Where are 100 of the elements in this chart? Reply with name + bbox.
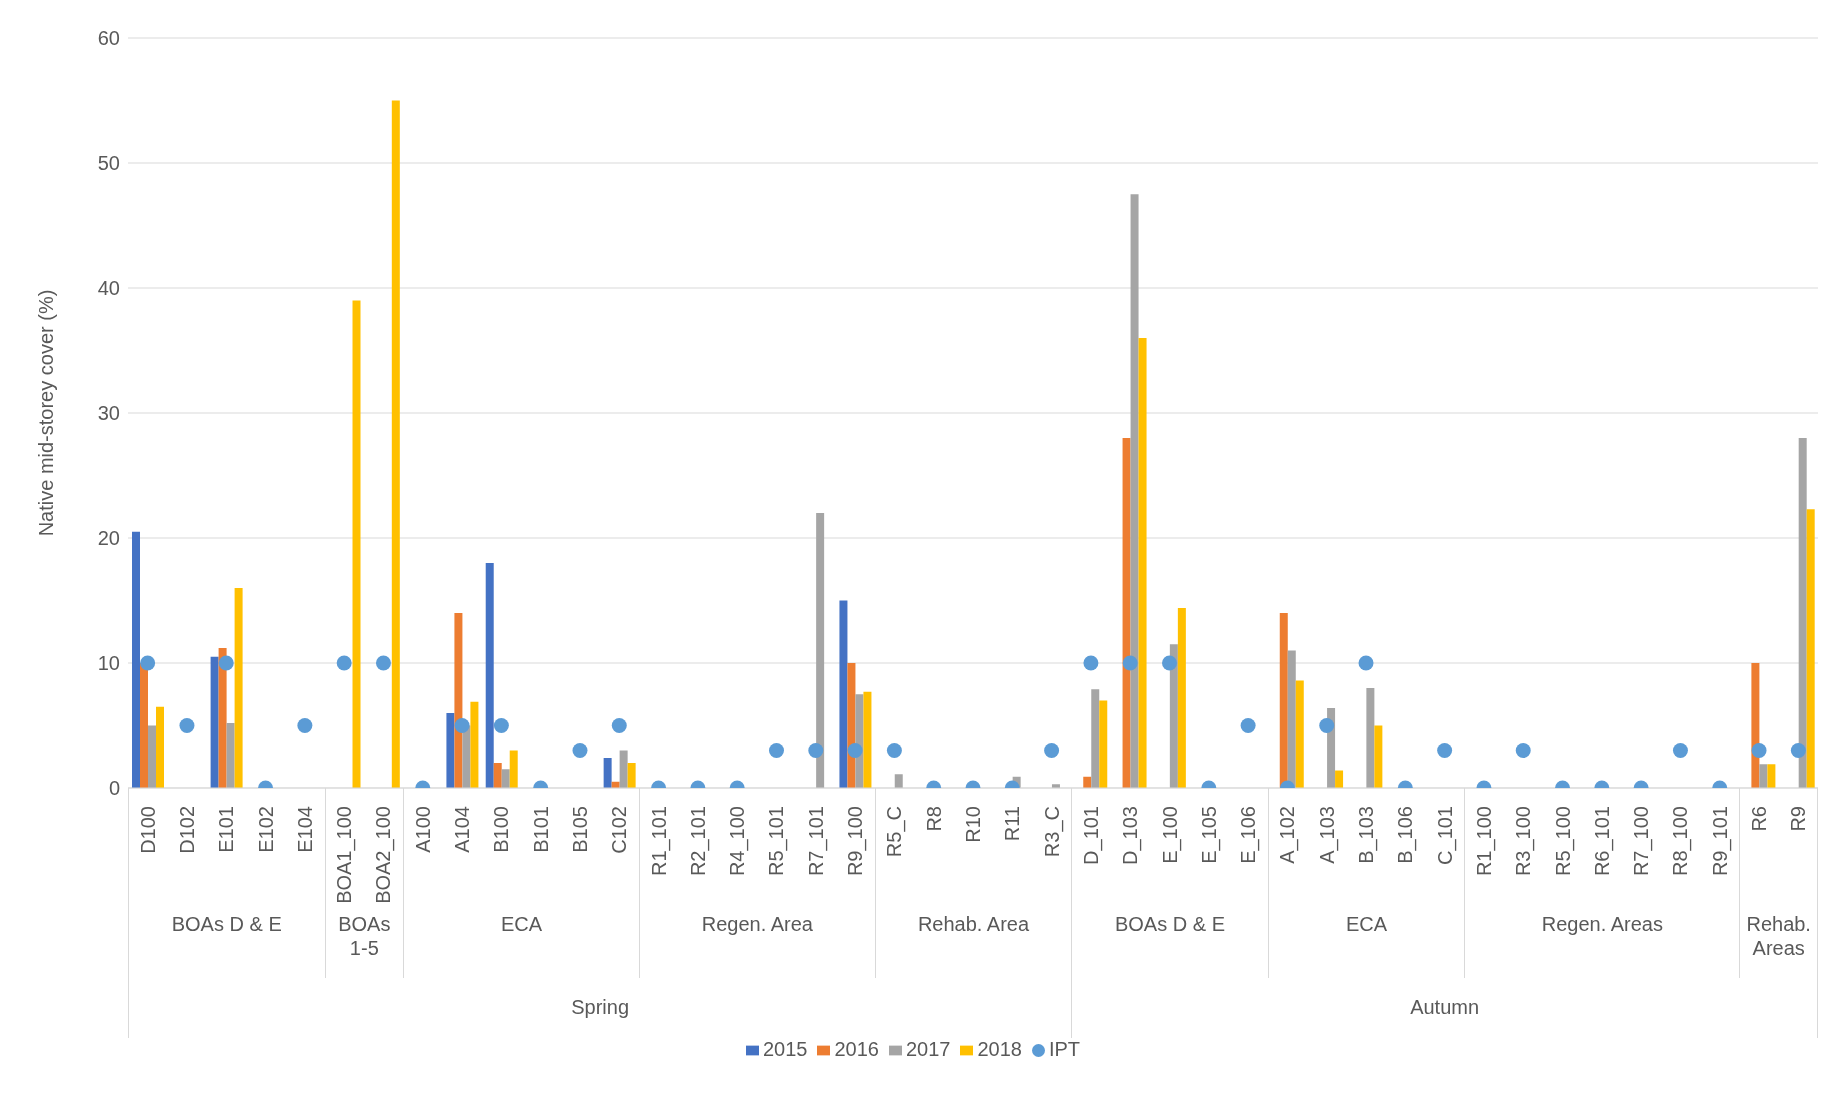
- x-tick-label: D102: [175, 806, 198, 854]
- bar: [462, 725, 471, 788]
- legend-label: 2017: [905, 1038, 951, 1060]
- bar: [1767, 764, 1776, 788]
- bar: [352, 300, 361, 788]
- bar: [509, 750, 518, 788]
- text: Regen. Areas: [1541, 913, 1663, 935]
- x-tick-label: B101: [529, 806, 552, 853]
- x-tick-label: E101: [215, 806, 238, 853]
- bar: [446, 713, 455, 788]
- y-tick-label: 30: [97, 402, 120, 425]
- x-tick-label: R9: [1787, 806, 1810, 832]
- x-tick-label: R6_101: [1590, 806, 1614, 877]
- x-tick-label: BOA2_100: [372, 806, 396, 904]
- bar: [863, 691, 872, 788]
- bar: [1751, 663, 1760, 788]
- text: Rehab. Area: [917, 913, 1030, 935]
- bar: [391, 100, 400, 788]
- x-tick-label: R11: [1001, 806, 1024, 842]
- bar: [894, 774, 903, 788]
- x-tick-label: A100: [411, 806, 434, 853]
- bar: [627, 763, 636, 788]
- x-tick-label: R9_101: [1708, 806, 1732, 877]
- bar: [234, 588, 243, 788]
- bar: [1759, 764, 1768, 788]
- bar: [1287, 650, 1296, 788]
- text: BOAs D & E: [1114, 913, 1226, 935]
- bar: [493, 763, 502, 788]
- x-tick-label: A_102: [1276, 806, 1300, 864]
- bar: [816, 513, 825, 788]
- legend-label: 2016: [834, 1038, 879, 1060]
- x-tick-label: R8_100: [1669, 806, 1693, 877]
- bar: [1279, 613, 1288, 788]
- x-tick-label: R4_100: [726, 806, 750, 877]
- bar: [1295, 680, 1304, 788]
- x-tick-label: A_103: [1315, 806, 1339, 864]
- x-tick-label: E_105: [1197, 806, 1221, 864]
- y-tick-label: 40: [97, 277, 120, 300]
- bar: [1130, 194, 1139, 788]
- text: BOAs 1-5: [338, 913, 391, 959]
- bar: [218, 648, 227, 788]
- bar: [210, 656, 219, 788]
- text: ECA: [1345, 913, 1388, 935]
- x-tick-label: BOA1_100: [333, 806, 357, 904]
- x-tick-label: R3_100: [1512, 806, 1536, 877]
- x-tick-label: C102: [608, 806, 631, 854]
- bar: [1335, 770, 1344, 788]
- text: BOAs D & E: [171, 913, 282, 935]
- x-tick-label: B_103: [1355, 806, 1379, 864]
- x-tick-label: B_106: [1394, 806, 1418, 864]
- bar: [603, 758, 612, 788]
- legend-label: 2015: [762, 1038, 808, 1060]
- x-tick-label: A104: [451, 806, 474, 853]
- bar: [1806, 509, 1815, 788]
- x-tick-label: B105: [568, 806, 591, 853]
- bar: [839, 600, 848, 788]
- x-tick-label: R7_100: [1630, 806, 1654, 877]
- x-tick-label: D_103: [1119, 806, 1143, 865]
- x-tick-label: R2_101: [686, 806, 710, 877]
- legend-label: IPT: [1048, 1038, 1081, 1060]
- bar: [132, 531, 140, 788]
- bar: [226, 723, 235, 788]
- bar: [1169, 644, 1178, 788]
- bar: [1122, 438, 1131, 788]
- bar: [156, 706, 164, 788]
- y-axis-title: Native mid-storey cover (%): [35, 289, 58, 537]
- y-tick-label: 20: [97, 527, 120, 550]
- x-tick-label: R9_100: [844, 806, 868, 877]
- text: Autumn: [1409, 996, 1481, 1019]
- bar: [1138, 338, 1147, 788]
- bar: [1366, 688, 1375, 788]
- bar: [501, 769, 510, 788]
- bar: [148, 725, 156, 788]
- text: Rehab. Areas: [1746, 913, 1811, 959]
- x-tick-label: R6: [1748, 806, 1771, 832]
- bar: [454, 613, 463, 788]
- x-tick-label: B100: [490, 806, 513, 853]
- bar: [847, 663, 856, 788]
- bar: [1374, 725, 1383, 788]
- bar: [1099, 700, 1108, 788]
- y-tick-label: 60: [97, 27, 120, 50]
- bar: [1177, 608, 1186, 788]
- x-tick-label: R7_101: [804, 806, 828, 877]
- text: ECA: [500, 913, 543, 935]
- x-tick-label: R1_100: [1472, 806, 1496, 877]
- x-tick-label: R8: [922, 806, 945, 832]
- x-tick-label: R5_C: [883, 806, 907, 858]
- x-tick-label: R5_101: [765, 806, 789, 877]
- x-tick-label: E_106: [1237, 806, 1261, 864]
- bar: [140, 663, 148, 788]
- bar: [619, 750, 628, 788]
- x-tick-label: D100: [136, 806, 159, 854]
- y-tick-label: 0: [108, 777, 120, 800]
- x-tick-label: D_101: [1079, 806, 1103, 865]
- x-tick-label: R10: [962, 806, 984, 843]
- x-tick-label: E102: [254, 806, 277, 853]
- y-tick-label: 10: [97, 652, 120, 675]
- x-tick-label: R1_101: [647, 806, 671, 877]
- bar: [470, 701, 479, 788]
- bar: [1091, 689, 1100, 788]
